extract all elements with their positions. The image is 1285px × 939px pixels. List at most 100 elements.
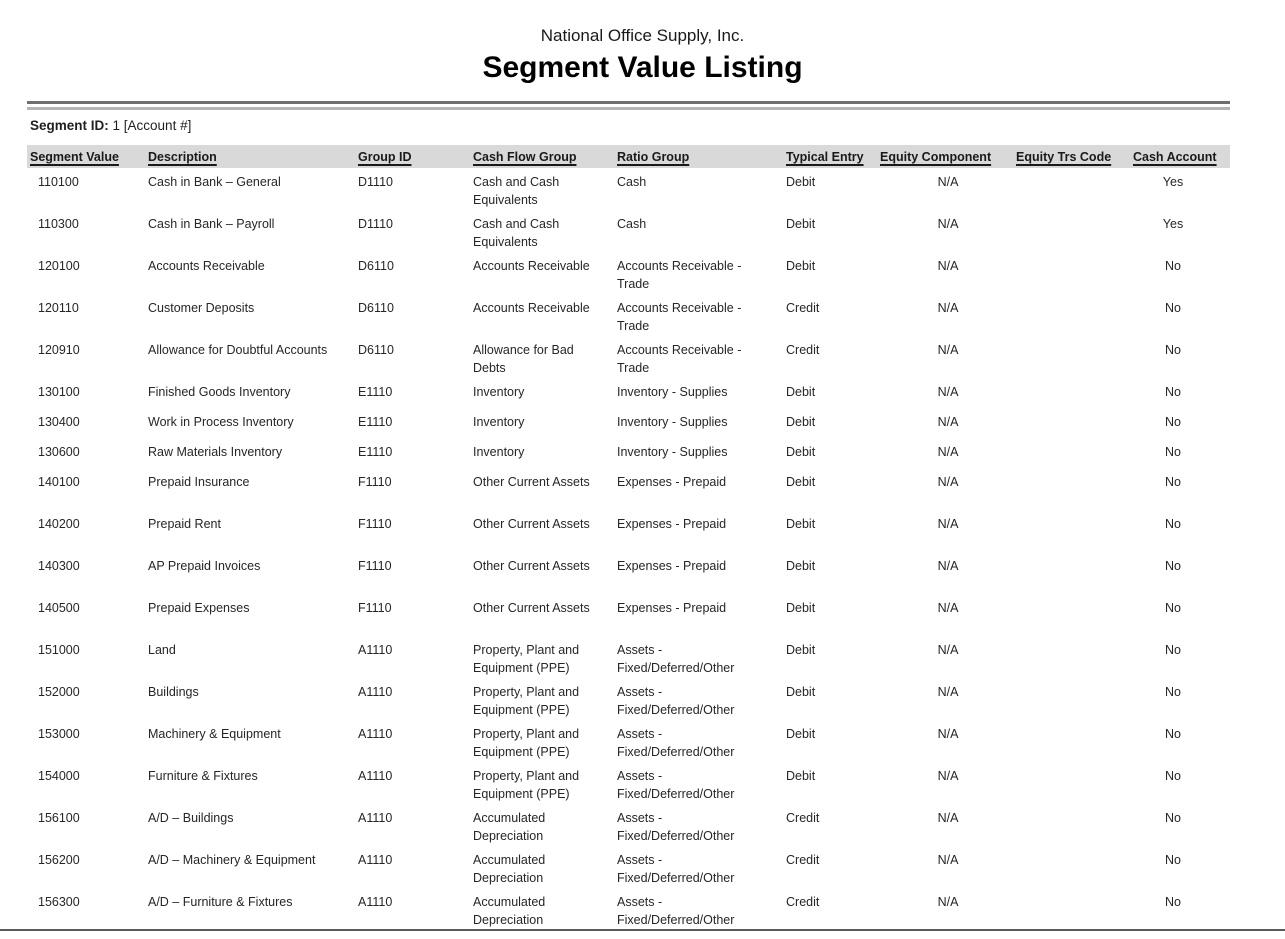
cell-equity_component: N/A — [937, 727, 959, 741]
column-header-typical_entry: Typical Entry — [786, 145, 880, 168]
cell-cash_flow_group: Accounts Receivable — [473, 259, 590, 273]
cell-typical_entry: Credit — [786, 853, 820, 867]
cell-cash_account: No — [1165, 769, 1181, 783]
cell-equity_trs_code — [1016, 636, 1133, 678]
table-row: 154000 Furniture & Fixtures A1110 Property,… — [27, 762, 1230, 804]
cell-description: Land — [148, 643, 176, 657]
cell-description: Prepaid Expenses — [148, 601, 250, 615]
table-row: 156300 A/D – Furniture & Fixtures A1110 Acc… — [27, 888, 1230, 930]
cell-equity_component: N/A — [937, 445, 959, 459]
table-row: 110100 Cash in Bank – General D1110 Cash an… — [27, 168, 1230, 210]
cell-equity_component: N/A — [937, 175, 959, 189]
table-row: 151000 Land A1110 Property, Plant and Equip… — [27, 636, 1230, 678]
cell-segment_value: 152000 — [38, 685, 80, 699]
cell-equity_trs_code — [1016, 762, 1133, 804]
cell-ratio_group: Accounts Receivable - Trade — [617, 343, 742, 375]
cell-description: Buildings — [148, 685, 199, 699]
table-row: 130600 Raw Materials Inventory E1110 Invent… — [27, 438, 1230, 468]
cell-cash_flow_group: Other Current Assets — [473, 517, 590, 531]
cell-equity_component: N/A — [937, 259, 959, 273]
cell-equity_trs_code — [1016, 804, 1133, 846]
cell-segment_value: 153000 — [38, 727, 80, 741]
cell-description: A/D – Furniture & Fixtures — [148, 895, 293, 909]
cell-description: AP Prepaid Invoices — [148, 559, 261, 573]
cell-group_id: D1110 — [358, 175, 393, 189]
table-row: 152000 Buildings A1110 Property, Plant and … — [27, 678, 1230, 720]
cell-equity_component: N/A — [937, 343, 959, 357]
cell-equity_component: N/A — [937, 811, 959, 825]
cell-ratio_group: Accounts Receivable - Trade — [617, 259, 742, 291]
cell-equity_trs_code — [1016, 678, 1133, 720]
cell-equity_trs_code — [1016, 552, 1133, 594]
cell-typical_entry: Debit — [786, 217, 816, 231]
bottom-rule — [0, 929, 1285, 931]
cell-cash_account: No — [1165, 517, 1181, 531]
table-row: 130400 Work in Process Inventory E1110 Inve… — [27, 408, 1230, 438]
cell-cash_account: Yes — [1162, 217, 1184, 231]
cell-equity_component: N/A — [937, 475, 959, 489]
cell-group_id: E1110 — [358, 415, 393, 429]
table-body: 110100 Cash in Bank – General D1110 Cash an… — [27, 168, 1230, 930]
cell-spacer — [1213, 294, 1230, 336]
column-header-description: Description — [148, 145, 358, 168]
cell-cash_flow_group: Other Current Assets — [473, 475, 590, 489]
cell-segment_value: 156200 — [38, 853, 80, 867]
cell-typical_entry: Credit — [786, 343, 820, 357]
cell-typical_entry: Debit — [786, 415, 816, 429]
cell-segment_value: 120110 — [38, 301, 79, 315]
cell-equity_trs_code — [1016, 408, 1133, 438]
table-row: 153000 Machinery & Equipment A1110 Property… — [27, 720, 1230, 762]
cell-ratio_group: Assets - Fixed/Deferred/Other — [617, 811, 735, 843]
cell-ratio_group: Accounts Receivable - Trade — [617, 301, 742, 333]
cell-ratio_group: Assets - Fixed/Deferred/Other — [617, 853, 735, 885]
cell-ratio_group: Assets - Fixed/Deferred/Other — [617, 685, 735, 717]
cell-equity_trs_code — [1016, 294, 1133, 336]
cell-cash_flow_group: Cash and Cash Equivalents — [473, 175, 560, 207]
cell-typical_entry: Credit — [786, 301, 820, 315]
cell-ratio_group: Expenses - Prepaid — [617, 559, 727, 573]
cell-group_id: A1110 — [358, 769, 393, 783]
cell-spacer — [1213, 762, 1230, 804]
cell-spacer — [1213, 210, 1230, 252]
cell-cash_flow_group: Inventory — [473, 415, 525, 429]
segment-id-value: 1 [Account #] — [112, 118, 192, 133]
cell-cash_account: No — [1165, 727, 1181, 741]
segment-id-line: Segment ID: 1 [Account #] — [30, 118, 1285, 134]
segment-value-table: Segment Value Description Group ID Cash Flo… — [27, 145, 1230, 930]
cell-cash_flow_group: Accumulated Depreciation — [473, 853, 546, 885]
column-header-equity_trs_code: Equity Trs Code — [1016, 145, 1133, 168]
cell-group_id: D1110 — [358, 217, 393, 231]
cell-cash_flow_group: Property, Plant and Equipment (PPE) — [473, 769, 580, 801]
cell-segment_value: 140100 — [38, 475, 80, 489]
cell-spacer — [1213, 846, 1230, 888]
cell-group_id: A1110 — [358, 853, 393, 867]
cell-equity_component: N/A — [937, 415, 959, 429]
cell-equity_component: N/A — [937, 685, 959, 699]
cell-equity_component: N/A — [937, 301, 959, 315]
cell-description: Prepaid Insurance — [148, 475, 250, 489]
cell-typical_entry: Credit — [786, 811, 820, 825]
table-header-row: Segment Value Description Group ID Cash Flo… — [27, 145, 1230, 168]
cell-spacer — [1213, 510, 1230, 552]
cell-description: Cash in Bank – General — [148, 175, 281, 189]
cell-ratio_group: Cash — [617, 175, 647, 189]
cell-ratio_group: Expenses - Prepaid — [617, 601, 727, 615]
cell-description: Work in Process Inventory — [148, 415, 294, 429]
cell-ratio_group: Assets - Fixed/Deferred/Other — [617, 769, 735, 801]
cell-segment_value: 130400 — [38, 415, 80, 429]
cell-equity_trs_code — [1016, 888, 1133, 930]
cell-cash_flow_group: Accumulated Depreciation — [473, 895, 546, 927]
cell-spacer — [1213, 678, 1230, 720]
cell-segment_value: 151000 — [38, 643, 80, 657]
table-row: 130100 Finished Goods Inventory E1110 Inven… — [27, 378, 1230, 408]
cell-spacer — [1213, 336, 1230, 378]
cell-equity_component: N/A — [937, 217, 959, 231]
table-row: 140500 Prepaid Expenses F1110 Other Current… — [27, 594, 1230, 636]
cell-equity_component: N/A — [937, 601, 959, 615]
cell-spacer — [1213, 252, 1230, 294]
cell-ratio_group: Inventory - Supplies — [617, 445, 728, 459]
cell-group_id: D6110 — [358, 301, 394, 315]
cell-segment_value: 140200 — [38, 517, 80, 531]
table-row: 120100 Accounts Receivable D6110 Accounts R… — [27, 252, 1230, 294]
